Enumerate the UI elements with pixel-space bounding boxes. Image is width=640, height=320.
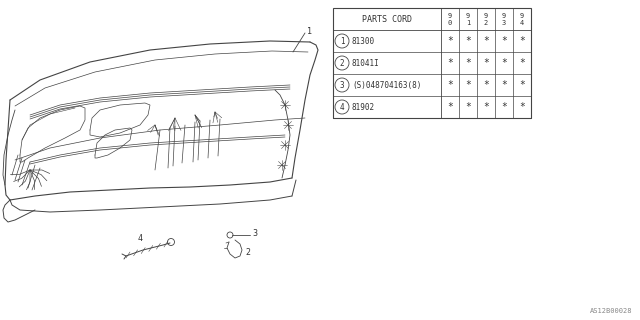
Text: *: * <box>465 36 471 46</box>
Text: *: * <box>447 58 453 68</box>
Text: 9
4: 9 4 <box>520 12 524 26</box>
Text: 1: 1 <box>307 27 312 36</box>
Text: 81041I: 81041I <box>352 59 380 68</box>
Text: 9
0: 9 0 <box>448 12 452 26</box>
Text: 9
2: 9 2 <box>484 12 488 26</box>
Text: *: * <box>483 102 489 112</box>
Text: *: * <box>501 36 507 46</box>
Text: *: * <box>519 36 525 46</box>
Text: *: * <box>447 36 453 46</box>
Text: 2: 2 <box>340 59 344 68</box>
Text: *: * <box>501 58 507 68</box>
Text: 1: 1 <box>340 36 344 45</box>
Text: AS12B00028: AS12B00028 <box>589 308 632 314</box>
Text: PARTS CORD: PARTS CORD <box>362 14 412 23</box>
Text: *: * <box>465 58 471 68</box>
Bar <box>333 8 531 118</box>
Text: *: * <box>465 80 471 90</box>
Text: (S)048704163(8): (S)048704163(8) <box>352 81 421 90</box>
Text: 81902: 81902 <box>352 102 375 111</box>
Text: *: * <box>483 58 489 68</box>
Text: *: * <box>519 58 525 68</box>
Text: *: * <box>519 102 525 112</box>
Text: *: * <box>501 80 507 90</box>
Text: *: * <box>483 80 489 90</box>
Text: 4: 4 <box>138 234 143 243</box>
Text: 3: 3 <box>340 81 344 90</box>
Text: 3: 3 <box>252 228 257 237</box>
Text: *: * <box>447 80 453 90</box>
Text: *: * <box>465 102 471 112</box>
Text: *: * <box>501 102 507 112</box>
Text: *: * <box>519 80 525 90</box>
Text: *: * <box>447 102 453 112</box>
Text: 4: 4 <box>340 102 344 111</box>
Text: 9
1: 9 1 <box>466 12 470 26</box>
Text: 81300: 81300 <box>352 36 375 45</box>
Text: 2: 2 <box>245 247 250 257</box>
Text: *: * <box>483 36 489 46</box>
Text: 9
3: 9 3 <box>502 12 506 26</box>
